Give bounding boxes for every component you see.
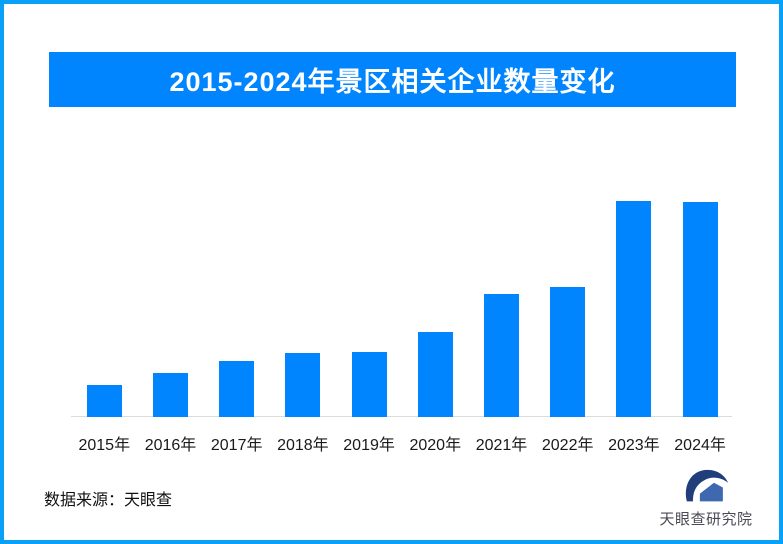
x-tick-label: 2019年 <box>343 437 395 454</box>
x-tick-label: 2018年 <box>277 437 329 454</box>
tianyancha-eye-logo-icon <box>685 469 729 502</box>
x-tick-label: 2017年 <box>210 437 263 454</box>
bar-2021年 <box>484 294 519 417</box>
x-tick-label: 2020年 <box>409 437 462 454</box>
data-source-label: 数据来源：天眼查 <box>44 492 173 509</box>
chart-title: 2015-2024年景区相关企业数量变化 <box>169 67 616 97</box>
x-tick-label: 2023年 <box>608 437 660 454</box>
x-tick-label: 2024年 <box>674 437 726 454</box>
bar-2015年 <box>86 385 122 417</box>
x-tick-label: 2022年 <box>541 437 594 454</box>
bar-2022年 <box>550 287 586 417</box>
logo-text: 天眼查研究院 <box>659 511 753 528</box>
x-axis-line <box>71 416 732 417</box>
bar-2016年 <box>153 373 188 417</box>
bar-chart: 2015年 2016年 2017年 2018年 2019年 2020年 2021年 2022年… <box>71 177 732 454</box>
bar-2023年 <box>616 201 652 417</box>
bar-2018年 <box>285 353 321 417</box>
bar-2017年 <box>219 361 255 417</box>
x-tick-label: 2016年 <box>144 437 197 454</box>
tianyancha-research-logo: 天眼查研究院 <box>642 466 770 529</box>
bar-2024年 <box>682 202 718 417</box>
chart-title-banner: 2015-2024年景区相关企业数量变化 <box>49 52 736 107</box>
bar-2019年 <box>351 352 387 417</box>
x-tick-label: 2015年 <box>78 437 131 454</box>
x-tick-label: 2021年 <box>475 437 528 454</box>
bar-2020年 <box>417 332 453 417</box>
